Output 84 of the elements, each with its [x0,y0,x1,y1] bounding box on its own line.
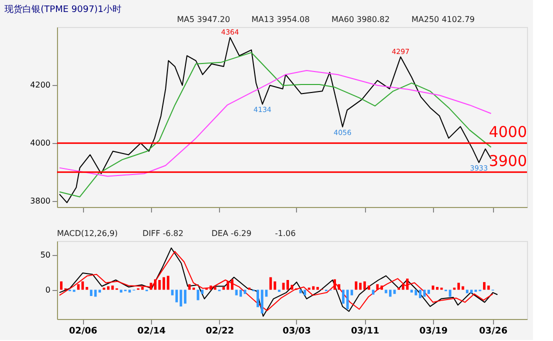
bar [380,286,383,290]
bar [188,284,191,290]
bar [150,282,152,290]
bar [77,284,80,290]
bar [427,290,430,294]
bar [81,281,84,290]
bar [342,290,345,304]
bar [393,290,396,294]
bar [235,290,238,296]
bar [244,290,246,294]
ref-line-label: 4000 [488,123,527,142]
bar [346,290,349,310]
bar [162,277,166,290]
bar [226,281,230,290]
bar [462,286,464,290]
y-tick-label: 50 [40,250,50,260]
text: MA60 3980.82 [332,15,390,24]
bar [376,284,379,290]
y-tick-label: 4200 [30,80,50,90]
bar [210,286,212,290]
bar [256,290,260,308]
bar [111,286,114,290]
bar [354,281,358,290]
bar [94,290,97,297]
bar [418,290,422,298]
y-tick-label: 4000 [30,138,50,148]
x-tick-label: 02/14 [137,326,166,336]
bar [230,279,234,290]
bar [483,282,486,290]
y-tick-label: 0 [45,285,50,294]
bar [171,290,174,296]
bar [432,286,434,290]
bar [290,284,294,290]
text: MA5 3947.20 [177,15,230,24]
bar [312,286,315,290]
bar [269,277,272,290]
bar [372,290,374,295]
y-tick-label: 3800 [30,196,50,206]
bar [487,286,490,290]
bar [141,286,144,290]
bar [180,290,182,306]
bar [166,276,170,290]
text: DEA -6.29 [212,229,252,238]
text: MA250 4102.79 [412,15,475,24]
bar [363,281,366,290]
text: MA13 3954.08 [252,15,310,24]
bar [414,290,418,296]
bar [175,290,178,302]
bar [333,279,336,290]
bar [282,282,285,290]
x-tick-label: 02/22 [206,326,234,336]
bar [316,286,319,290]
bar [154,279,157,290]
bar [448,290,452,297]
bar [457,282,460,290]
x-tick-label: 03/26 [479,326,508,336]
chart-title: 现货白银(TPME 9097)1小时 [4,4,122,15]
bar [406,278,409,290]
text: MACD(12,26,9) [57,229,118,238]
bar [389,290,392,297]
x-tick-label: 03/03 [282,326,311,336]
x-tick-label: 02/06 [68,326,98,336]
ref-line-label: 3900 [488,152,527,170]
bar [196,290,200,300]
text: -1.06 [275,229,296,238]
bar [274,281,276,290]
bar [368,286,370,290]
bar [260,290,264,314]
bar [286,280,289,290]
x-tick-label: 03/19 [419,326,448,336]
bar [214,286,216,290]
bar [338,284,340,290]
bar [423,290,426,297]
bar [239,290,242,297]
bar [436,286,439,290]
x-tick-label: 03/11 [350,326,380,336]
bar [158,280,161,290]
bar [304,290,306,296]
bar [359,282,362,290]
text: DIFF -6.82 [142,229,184,238]
bar [107,286,110,290]
bar [184,290,186,304]
bar [90,290,92,296]
bar [60,281,63,290]
